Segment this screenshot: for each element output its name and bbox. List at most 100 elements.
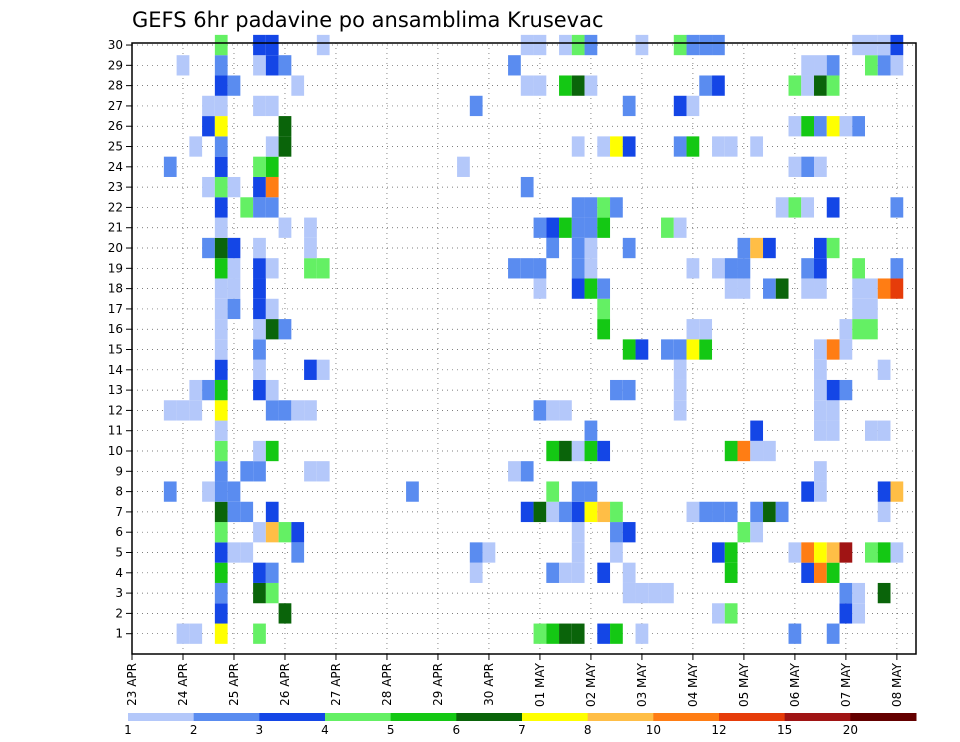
- precip-cell: [520, 176, 534, 198]
- precip-cell: [622, 95, 636, 117]
- precip-cell: [699, 501, 713, 523]
- precip-cell: [533, 400, 547, 421]
- precip-cell: [814, 461, 827, 482]
- precip-cell: [546, 501, 560, 523]
- precip-cell: [686, 258, 700, 279]
- x-tick-label: 08 MAY: [890, 662, 904, 707]
- precip-cell: [775, 197, 789, 218]
- precip-cell: [253, 582, 266, 604]
- precip-cell: [189, 623, 203, 644]
- plot-frame: [131, 42, 917, 655]
- precip-cell: [852, 258, 866, 279]
- precip-cell: [214, 603, 228, 624]
- precip-cell: [278, 217, 292, 238]
- y-tick-label: 16: [108, 322, 123, 336]
- precip-cell: [826, 197, 840, 218]
- x-tick-label: 24 APR: [176, 663, 190, 706]
- precip-cell: [533, 217, 547, 238]
- precip-cell: [214, 420, 228, 441]
- precip-cell: [227, 501, 241, 523]
- precip-cell: [304, 217, 317, 238]
- precip-cell: [253, 623, 266, 644]
- precip-cell: [571, 217, 585, 238]
- precip-cell: [278, 400, 292, 421]
- y-tick-label: 23: [108, 180, 123, 194]
- y-tick-label: 22: [108, 200, 123, 214]
- precip-cell: [571, 501, 585, 523]
- y-tick-label: 24: [108, 160, 123, 174]
- precip-cell: [214, 136, 228, 157]
- x-tick-label: 06 MAY: [788, 662, 802, 707]
- precip-cell: [508, 258, 521, 279]
- precip-cell: [597, 440, 611, 462]
- precip-cell: [814, 481, 827, 502]
- precip-cell: [877, 34, 891, 56]
- precip-cell: [839, 542, 853, 563]
- precip-cell: [202, 237, 215, 259]
- colorbar-label: 8: [584, 723, 592, 737]
- colorbar-segment: [456, 713, 523, 721]
- precip-cell: [291, 75, 305, 96]
- precip-cell: [622, 237, 636, 259]
- precip-cell: [610, 379, 623, 401]
- precip-cell: [265, 55, 279, 76]
- precip-cell: [227, 237, 241, 259]
- precip-cell: [737, 237, 751, 259]
- precip-cell: [814, 339, 827, 360]
- precip-cell: [265, 319, 279, 340]
- precip-cell: [214, 176, 228, 198]
- precip-cell: [227, 298, 241, 320]
- precip-cell: [571, 278, 585, 299]
- precip-cell: [214, 481, 228, 502]
- y-tick-label: 5: [115, 546, 123, 560]
- precip-cell: [712, 75, 725, 96]
- colorbar-segment: [653, 713, 720, 721]
- precip-cell: [724, 501, 738, 523]
- precip-cell: [214, 75, 228, 96]
- precip-cell: [648, 582, 662, 604]
- precip-cell: [253, 34, 266, 56]
- precip-cell: [265, 197, 279, 218]
- precip-cell: [763, 237, 776, 259]
- precip-cell: [253, 278, 266, 299]
- x-tick-label: 05 MAY: [737, 662, 751, 707]
- precip-cell: [750, 420, 764, 441]
- precip-cell: [406, 481, 419, 502]
- precip-cell: [253, 359, 266, 380]
- precip-cell: [546, 237, 560, 259]
- precip-cell: [265, 582, 279, 604]
- x-tick-label: 25 APR: [227, 663, 241, 706]
- precip-cell: [571, 623, 585, 644]
- precip-cell: [278, 136, 292, 157]
- y-tick-label: 2: [115, 606, 123, 620]
- precip-cell: [699, 339, 713, 360]
- precip-cell: [686, 339, 700, 360]
- precip-cell: [546, 400, 560, 421]
- precip-cell: [877, 501, 891, 523]
- precip-cell: [571, 440, 585, 462]
- precip-cell: [584, 75, 598, 96]
- precip-cell: [622, 562, 636, 583]
- precip-cell: [304, 359, 317, 380]
- precip-cell: [265, 136, 279, 157]
- precip-cell: [520, 258, 534, 279]
- precip-cell: [801, 156, 815, 177]
- precip-cell: [597, 623, 611, 644]
- precip-cell: [559, 400, 572, 421]
- precip-cell: [304, 461, 317, 482]
- precip-cell: [520, 501, 534, 523]
- precip-cell: [584, 420, 598, 441]
- precip-cell: [788, 116, 802, 137]
- precip-cell: [788, 197, 802, 218]
- precip-cell: [227, 258, 241, 279]
- x-tick-label: 26 APR: [278, 663, 292, 706]
- precip-cell: [265, 156, 279, 177]
- precip-cell: [278, 522, 292, 543]
- precip-cell: [673, 359, 687, 380]
- precip-cell: [214, 217, 228, 238]
- precip-cell: [253, 95, 266, 117]
- y-tick-label: 6: [115, 525, 123, 539]
- precip-cell: [559, 75, 572, 96]
- precip-cell: [214, 258, 228, 279]
- precip-cell: [253, 522, 266, 543]
